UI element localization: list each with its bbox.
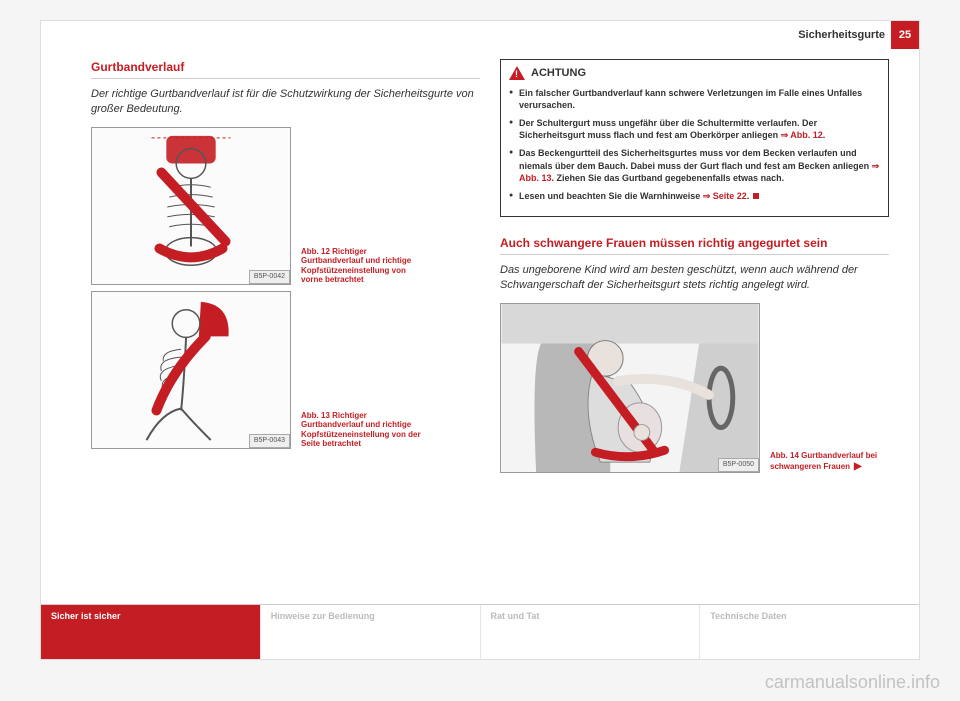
warning-item: Der Schultergurt muss ungefähr über die …	[509, 117, 880, 141]
figure-14-caption: Abb. 14 Gurtbandverlauf bei schwangeren …	[770, 451, 880, 473]
pregnant-belt-illustration	[501, 304, 759, 472]
figure-14-code: B5P-0050	[718, 458, 759, 471]
left-column: Gurtbandverlauf Der richtige Gurtbandver…	[91, 59, 480, 604]
content-area: Gurtbandverlauf Der richtige Gurtbandver…	[41, 49, 919, 604]
footer-tab-hinweise[interactable]: Hinweise zur Bedienung	[261, 605, 481, 659]
figure-13-code: B5P-0043	[249, 434, 290, 447]
footer-tab-rat[interactable]: Rat und Tat	[481, 605, 701, 659]
pregnancy-intro: Das ungeborene Kind wird am besten gesch…	[500, 263, 889, 293]
figure-14-block: B5P-0050 Abb. 14 Gurtbandverlauf bei sch…	[500, 303, 889, 473]
belt-front-illustration	[92, 128, 290, 284]
footer-tab-technische[interactable]: Technische Daten	[700, 605, 919, 659]
manual-page: Sicherheitsgurte 25 Gurtbandverlauf Der …	[40, 20, 920, 660]
page-number: 25	[891, 21, 919, 49]
footer-tabs: Sicher ist sicher Hinweise zur Bedienung…	[41, 604, 919, 659]
figure-13-block: B5P-0043 Abb. 13 Richtiger Gurtbandverla…	[91, 291, 480, 449]
warning-list: Ein falscher Gurtbandverlauf kann schwer…	[509, 87, 880, 202]
continue-arrow-icon: ▶	[854, 461, 862, 472]
warning-item: Lesen und beachten Sie die Warnhinweise …	[509, 190, 880, 202]
end-square-icon	[753, 193, 759, 199]
warning-heading: ACHTUNG	[509, 66, 880, 81]
warning-box: ACHTUNG Ein falscher Gurtbandverlauf kan…	[500, 59, 889, 217]
section-title-pregnancy: Auch schwangere Frauen müssen richtig an…	[500, 235, 889, 255]
intro-text: Der richtige Gurtbandverlauf ist für die…	[91, 87, 480, 117]
footer-tab-sicher[interactable]: Sicher ist sicher	[41, 605, 261, 659]
figure-12-code: B5P-0042	[249, 270, 290, 283]
figure-12-caption: Abb. 12 Richtiger Gurtbandverlauf und ri…	[301, 247, 421, 285]
figure-12-block: B5P-0042 Abb. 12 Richtiger Gurtbandverla…	[91, 127, 480, 285]
warning-triangle-icon	[509, 66, 525, 80]
chapter-title: Sicherheitsgurte	[798, 29, 885, 41]
figure-14-image: B5P-0050	[500, 303, 760, 473]
page-header: Sicherheitsgurte 25	[41, 21, 919, 49]
right-column: ACHTUNG Ein falscher Gurtbandverlauf kan…	[500, 59, 889, 604]
watermark-text: carmanualsonline.info	[765, 672, 940, 693]
section-title-gurtbandverlauf: Gurtbandverlauf	[91, 59, 480, 79]
figure-13-image: B5P-0043	[91, 291, 291, 449]
warning-title: ACHTUNG	[531, 66, 586, 81]
warning-item: Das Beckengurtteil des Sicherheitsgurtes…	[509, 147, 880, 183]
warning-item: Ein falscher Gurtbandverlauf kann schwer…	[509, 87, 880, 111]
figure-13-caption: Abb. 13 Richtiger Gurtbandverlauf und ri…	[301, 411, 421, 449]
figure-12-image: B5P-0042	[91, 127, 291, 285]
belt-side-illustration	[92, 292, 290, 448]
